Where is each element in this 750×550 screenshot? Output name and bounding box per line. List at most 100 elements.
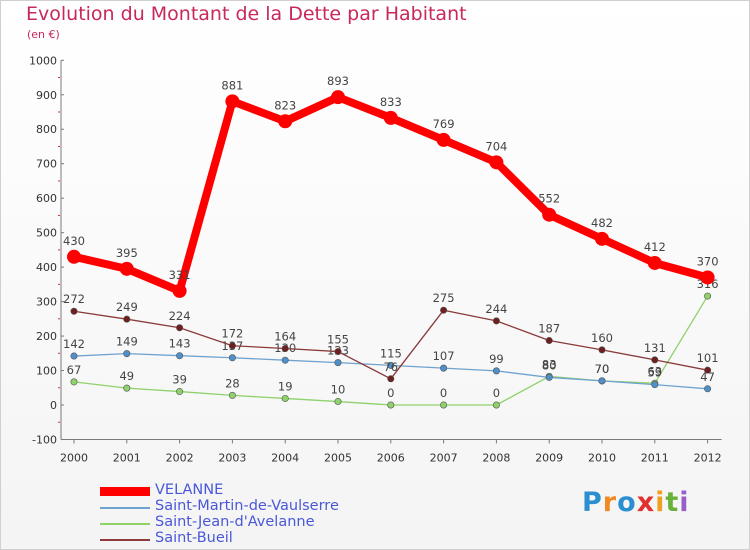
data-label: 0	[387, 386, 394, 400]
data-point	[281, 356, 289, 364]
data-point	[383, 110, 398, 125]
legend-item-velanne: VELANNE	[100, 482, 400, 500]
data-point	[440, 306, 448, 314]
series-line	[70, 93, 712, 295]
data-point	[595, 231, 609, 246]
y-tick-label: 700	[36, 158, 57, 171]
data-label: 704	[485, 139, 507, 153]
legend-item-saint-martin: Saint-Martin-de-Vaulserre	[100, 498, 400, 516]
data-label: 63	[647, 364, 662, 378]
data-label: 83	[542, 357, 557, 371]
data-point	[70, 352, 78, 360]
data-label: 552	[538, 192, 560, 206]
data-point	[651, 381, 659, 389]
legend-item-saint-bueil: Saint-Bueil	[100, 530, 400, 548]
y-tick-label: 300	[36, 296, 57, 309]
data-label: 19	[278, 379, 293, 393]
data-label: 272	[63, 292, 85, 306]
data-point	[704, 366, 712, 374]
data-point	[598, 377, 606, 385]
chart-legend: VELANNE Saint-Martin-de-Vaulserre Saint-…	[100, 482, 400, 548]
data-point	[545, 337, 553, 345]
legend-swatch-saint-martin	[100, 507, 150, 509]
data-point	[489, 155, 504, 170]
x-tick-label: 2006	[377, 451, 405, 464]
data-label: 249	[116, 300, 138, 314]
data-label: 0	[440, 386, 447, 400]
data-point	[387, 375, 395, 383]
data-label: 59	[647, 366, 662, 380]
y-tick-label: 600	[36, 192, 57, 205]
data-label: 187	[538, 322, 560, 336]
data-label: 99	[489, 352, 504, 366]
y-tick-label: 100	[36, 365, 57, 378]
data-label: 370	[697, 254, 719, 268]
x-tick-label: 2009	[535, 451, 563, 464]
data-label: 482	[591, 216, 613, 230]
legend-item-saint-jean: Saint-Jean-d'Avelanne	[100, 514, 400, 532]
legend-swatch-velanne	[100, 487, 150, 496]
x-tick-label: 2008	[482, 451, 510, 464]
data-point	[387, 401, 395, 409]
data-label: 395	[116, 246, 138, 260]
x-tick-label: 2003	[218, 451, 246, 464]
data-point	[492, 317, 500, 325]
y-tick-label: 500	[36, 227, 57, 240]
y-tick-label: -100	[32, 433, 57, 446]
data-point	[278, 114, 293, 129]
data-label: 149	[116, 335, 138, 349]
data-label: 80	[542, 358, 557, 372]
data-point	[70, 307, 78, 315]
data-label: 224	[169, 309, 191, 323]
data-point	[225, 94, 240, 109]
data-point	[334, 348, 342, 356]
chart-title: Evolution du Montant de la Dette par Hab…	[26, 3, 467, 25]
legend-swatch-saint-bueil	[100, 539, 150, 541]
data-label: 70	[595, 362, 610, 376]
data-point	[387, 361, 395, 369]
data-point	[119, 261, 134, 276]
data-point	[176, 352, 184, 360]
data-point	[598, 346, 606, 354]
data-point	[542, 207, 557, 222]
data-label: 164	[274, 329, 296, 343]
data-label: 67	[67, 363, 82, 377]
x-tick-label: 2001	[113, 451, 141, 464]
y-tick-label: 400	[36, 261, 57, 274]
data-label: 0	[493, 386, 500, 400]
data-label: 76	[383, 360, 398, 374]
y-tick-label: 200	[36, 330, 57, 343]
data-label: 101	[697, 351, 719, 365]
data-label: 769	[433, 117, 455, 131]
chart-subtitle: (en €)	[27, 28, 60, 41]
data-point	[492, 367, 500, 375]
data-point	[704, 292, 712, 300]
data-point	[334, 398, 342, 406]
data-label: 430	[63, 234, 85, 248]
data-label: 244	[485, 302, 507, 316]
data-point	[440, 364, 448, 372]
legend-label-saint-jean: Saint-Jean-d'Avelanne	[155, 514, 315, 530]
legend-swatch-saint-jean	[100, 523, 150, 525]
y-tick-label: 800	[36, 123, 57, 136]
data-label: 823	[274, 98, 296, 112]
x-tick-label: 2004	[271, 451, 299, 464]
legend-label-saint-martin: Saint-Martin-de-Vaulserre	[155, 498, 339, 514]
data-label: 131	[644, 341, 666, 355]
data-label: 49	[119, 369, 134, 383]
data-point	[281, 394, 289, 402]
x-tick-label: 2000	[60, 451, 88, 464]
data-point	[331, 90, 345, 105]
data-point	[228, 342, 236, 350]
data-point	[123, 350, 131, 358]
data-point	[436, 132, 451, 147]
data-label: 107	[433, 349, 455, 363]
data-label: 47	[700, 370, 715, 384]
y-tick-label: 0	[50, 399, 57, 412]
data-point	[440, 401, 448, 409]
data-label: 160	[591, 331, 613, 345]
legend-label-saint-bueil: Saint-Bueil	[155, 530, 233, 546]
x-tick-label: 2010	[588, 451, 616, 464]
data-point	[651, 356, 659, 364]
y-tick-label: 1000	[29, 54, 57, 67]
